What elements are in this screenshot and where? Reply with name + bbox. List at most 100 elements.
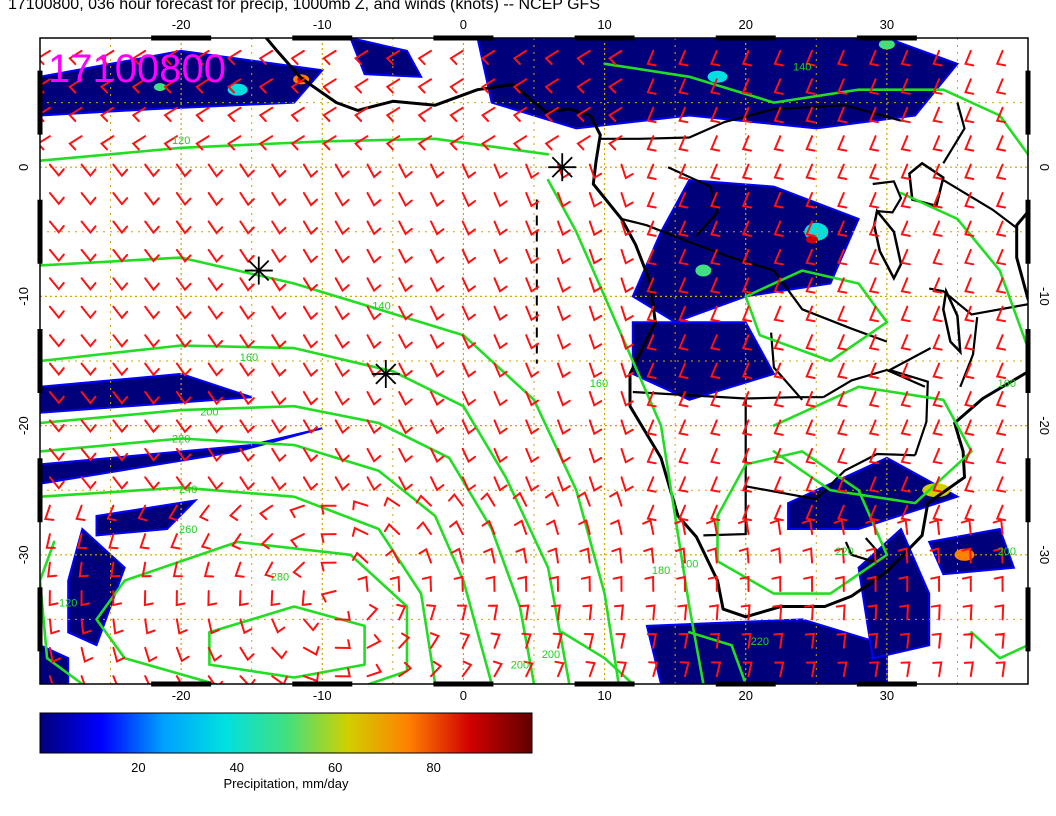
wind-barb bbox=[868, 305, 879, 323]
wind-barb bbox=[525, 362, 540, 379]
contour-label: 200 bbox=[200, 406, 218, 418]
wind-barb bbox=[557, 391, 571, 407]
wind-barb bbox=[366, 604, 379, 621]
wind-barb bbox=[239, 675, 256, 684]
wind-barb bbox=[112, 675, 126, 684]
wind-barb bbox=[302, 277, 318, 292]
country-border bbox=[959, 316, 979, 388]
wind-barb bbox=[995, 661, 1006, 678]
wind-barb bbox=[646, 106, 657, 124]
wind-barb bbox=[837, 106, 848, 124]
wind-barb bbox=[302, 220, 318, 236]
wind-barb bbox=[805, 476, 816, 493]
wind-barb bbox=[773, 362, 784, 379]
wind-barb bbox=[868, 106, 879, 124]
wind-barb bbox=[144, 476, 160, 491]
wind-barb bbox=[900, 135, 911, 152]
contour-label: 220 bbox=[835, 546, 853, 558]
wind-barb bbox=[415, 494, 432, 507]
wind-barb bbox=[398, 391, 413, 407]
wind-barb bbox=[678, 447, 689, 465]
wind-barb bbox=[163, 78, 178, 94]
wind-barb bbox=[710, 391, 721, 408]
wind-barb bbox=[227, 49, 242, 66]
wind-barb bbox=[48, 334, 65, 348]
wind-barb bbox=[929, 547, 941, 564]
wind-barb bbox=[170, 533, 181, 550]
wind-barb bbox=[398, 163, 413, 179]
wind-barb bbox=[678, 49, 689, 67]
wind-barb bbox=[195, 135, 210, 151]
wind-barb bbox=[417, 49, 432, 66]
wind-barb bbox=[773, 49, 784, 67]
wind-barb bbox=[525, 305, 540, 322]
wind-barb bbox=[995, 163, 1007, 180]
wind-barb bbox=[80, 334, 97, 348]
wind-barb bbox=[678, 334, 689, 351]
wind-barb bbox=[525, 476, 540, 492]
wind-barb bbox=[239, 334, 255, 349]
wind-barb bbox=[805, 447, 816, 465]
wind-barb bbox=[48, 220, 65, 234]
wind-barb bbox=[430, 391, 445, 407]
wind-barb bbox=[398, 476, 413, 492]
wind-barb bbox=[271, 192, 287, 207]
wind-barb bbox=[805, 135, 816, 152]
wind-barb bbox=[678, 106, 689, 124]
wind-barb bbox=[207, 646, 222, 663]
wind-barb bbox=[710, 334, 721, 351]
wind-barb bbox=[366, 634, 382, 649]
colorbar-label: Precipitation, mm/day bbox=[224, 776, 349, 791]
wind-barb bbox=[837, 277, 848, 294]
wind-barb bbox=[354, 135, 369, 151]
wind-barb bbox=[834, 547, 845, 564]
colorbar-ticks: 20 40 60 80 bbox=[131, 760, 441, 775]
wind-barb bbox=[995, 504, 1007, 522]
wind-barb bbox=[48, 618, 60, 635]
wind-barb bbox=[175, 248, 192, 263]
wind-barb bbox=[144, 362, 160, 377]
wind-barb bbox=[334, 192, 350, 207]
wind-barb bbox=[961, 575, 972, 592]
height-contour bbox=[744, 269, 889, 363]
wind-barb bbox=[239, 277, 255, 292]
wind-barb bbox=[900, 49, 911, 67]
wind-barb bbox=[40, 49, 51, 66]
wind-barb bbox=[557, 192, 571, 208]
map-frame-ticks bbox=[37, 35, 1031, 687]
wind-barb bbox=[426, 604, 437, 621]
wind-barb bbox=[837, 78, 848, 95]
wind-barb bbox=[741, 504, 752, 522]
wind-barb bbox=[68, 106, 83, 122]
wind-barb bbox=[493, 334, 508, 350]
wind-barb bbox=[995, 192, 1007, 209]
wind-barb bbox=[352, 551, 369, 564]
wind-barb bbox=[868, 419, 879, 436]
wind-barb bbox=[932, 362, 943, 379]
height-contour bbox=[40, 540, 84, 684]
wind-barb bbox=[646, 248, 657, 266]
wind-barb bbox=[674, 519, 686, 536]
wind-barb bbox=[710, 49, 721, 67]
wind-barb bbox=[932, 504, 943, 522]
wind-barb bbox=[271, 391, 287, 406]
wind-barb bbox=[900, 163, 911, 180]
wind-barb bbox=[175, 476, 192, 491]
wind-barb bbox=[493, 362, 508, 378]
wind-barb bbox=[421, 575, 432, 592]
wind-barb bbox=[80, 277, 97, 291]
wind-barb bbox=[992, 518, 1004, 536]
wind-barb bbox=[48, 192, 65, 206]
wind-barb bbox=[932, 447, 943, 465]
wind-barb bbox=[773, 135, 784, 152]
wind-barb bbox=[175, 362, 192, 377]
wind-barb bbox=[207, 419, 224, 434]
wind-barb bbox=[270, 590, 281, 607]
contour-label: 260 bbox=[179, 524, 197, 536]
wind-barb bbox=[645, 604, 656, 621]
wind-barb bbox=[676, 575, 686, 592]
wind-barb bbox=[461, 277, 476, 293]
wind-barb bbox=[995, 277, 1007, 294]
wind-barb bbox=[678, 419, 689, 436]
wind-barb bbox=[131, 78, 147, 94]
